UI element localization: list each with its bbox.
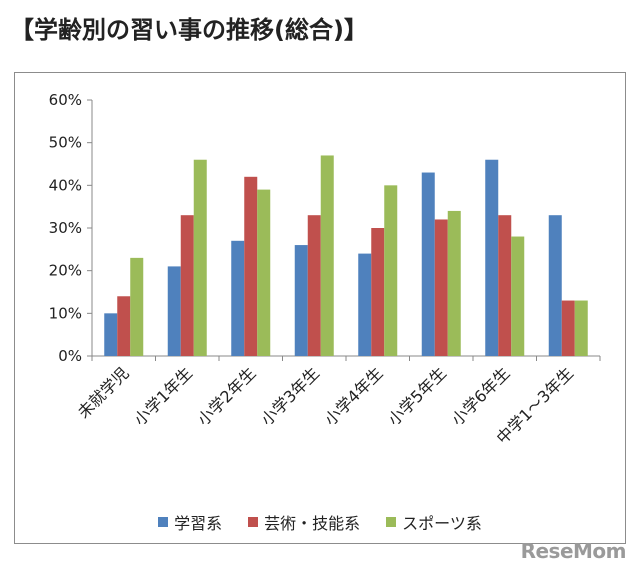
bar-sports[interactable] — [384, 185, 398, 356]
bar-arts[interactable] — [498, 215, 512, 356]
bar-learning[interactable] — [167, 266, 181, 356]
bar-sports[interactable] — [447, 210, 461, 356]
bar-learning[interactable] — [548, 215, 562, 356]
bar-sports[interactable] — [320, 155, 334, 356]
y-tick-label: 10% — [49, 304, 82, 322]
legend-swatch-learning — [158, 517, 169, 527]
y-tick-label: 50% — [49, 134, 82, 152]
resemom-logo: ReseMom — [520, 539, 627, 563]
page-title: 【学齢別の習い事の推移(総合)】 — [10, 16, 368, 44]
x-category-label: 小学5年生 — [384, 363, 450, 429]
bar-learning[interactable] — [104, 313, 118, 356]
bar-learning[interactable] — [358, 253, 372, 356]
x-category-label: 小学1年生 — [130, 363, 196, 429]
bar-learning[interactable] — [421, 172, 435, 356]
bar-sports[interactable] — [574, 300, 588, 356]
x-category-label: 小学4年生 — [321, 363, 387, 429]
bar-arts[interactable] — [371, 228, 385, 356]
legend-label-arts: 芸術・技能系 — [264, 514, 361, 533]
y-tick-label: 20% — [49, 262, 82, 280]
legend-label-sports: スポーツ系 — [402, 514, 482, 533]
legend-item-sports[interactable]: スポーツ系 — [386, 510, 482, 534]
bar-sports[interactable] — [130, 257, 144, 356]
legend-item-arts[interactable]: 芸術・技能系 — [248, 510, 360, 534]
bar-arts[interactable] — [561, 300, 575, 356]
bar-arts[interactable] — [180, 215, 194, 356]
bar-sports[interactable] — [257, 189, 271, 356]
bar-sports[interactable] — [193, 159, 207, 356]
bar-arts[interactable] — [434, 219, 448, 356]
legend-swatch-sports — [386, 517, 397, 527]
bar-learning[interactable] — [485, 159, 499, 356]
bar-layer — [104, 155, 588, 356]
x-category-label: 小学2年生 — [194, 363, 260, 429]
y-tick-label: 0% — [58, 347, 82, 365]
y-tick-label: 30% — [49, 219, 82, 237]
category-label-layer: 未就学児小学1年生小学2年生小学3年生小学4年生小学5年生小学6年生中学1～3年… — [74, 363, 577, 447]
bar-sports[interactable] — [511, 236, 525, 356]
bar-learning[interactable] — [231, 240, 245, 356]
bar-arts[interactable] — [307, 215, 321, 356]
legend-swatch-arts — [248, 517, 259, 527]
bar-arts[interactable] — [244, 176, 258, 356]
legend: 学習系 芸術・技能系 スポーツ系 — [0, 510, 640, 534]
y-tick-label: 60% — [49, 91, 82, 109]
legend-label-learning: 学習系 — [174, 514, 223, 533]
x-category-label: 未就学児 — [74, 363, 133, 422]
x-category-label: 小学6年生 — [448, 363, 514, 429]
bar-arts[interactable] — [117, 296, 131, 356]
y-tick-label: 40% — [49, 176, 82, 194]
bar-learning[interactable] — [294, 245, 308, 356]
x-category-label: 小学3年生 — [257, 363, 323, 429]
legend-item-learning[interactable]: 学習系 — [158, 510, 222, 534]
